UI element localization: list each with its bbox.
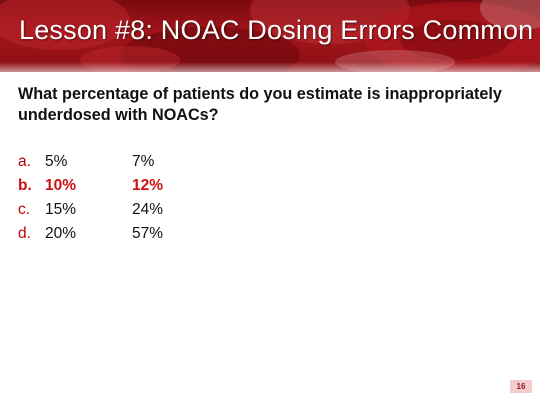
option-value-2: 12% xyxy=(132,177,164,194)
option-value-2: 7% xyxy=(132,153,155,170)
option-value-1: 10% xyxy=(45,177,77,194)
title-banner: Lesson #8: NOAC Dosing Errors Common xyxy=(0,0,540,72)
banner-shine xyxy=(0,62,540,72)
question-text: What percentage of patients do you estim… xyxy=(18,85,502,124)
option-value-2: 24% xyxy=(132,201,164,218)
option-letter: d. xyxy=(18,225,31,242)
slide-title: Lesson #8: NOAC Dosing Errors Common xyxy=(19,15,534,45)
option-value-2: 57% xyxy=(132,225,164,242)
option-value-1: 20% xyxy=(45,225,77,242)
option-letter: a. xyxy=(18,153,31,170)
option-letter: b. xyxy=(18,177,32,194)
option-value-1: 5% xyxy=(45,153,68,170)
option-letter: c. xyxy=(18,201,31,218)
page-number-badge: 16 xyxy=(510,380,532,393)
option-value-1: 15% xyxy=(45,201,77,218)
